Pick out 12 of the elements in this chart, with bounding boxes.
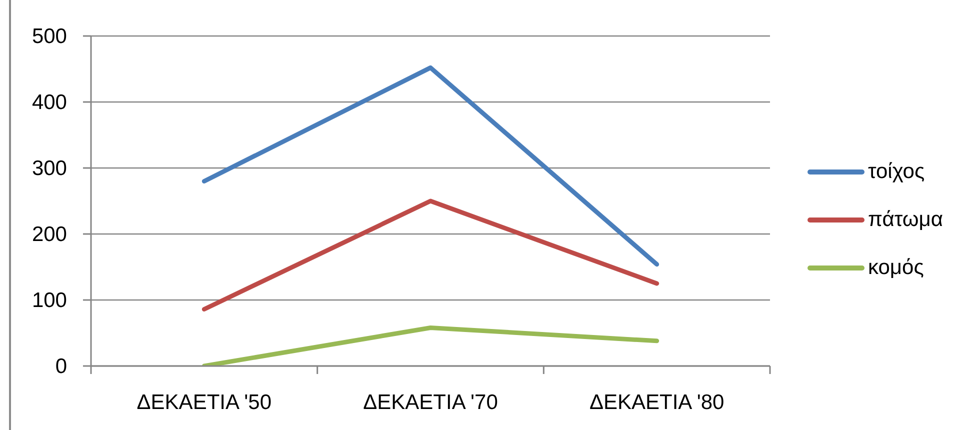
legend-label: κομός bbox=[868, 256, 924, 279]
y-tick-label: 500 bbox=[32, 24, 67, 48]
x-tick-label: ΔΕΚΑΕΤΙΑ '80 bbox=[589, 390, 724, 414]
y-tick-label: 200 bbox=[32, 222, 67, 246]
legend-label: πάτωμα bbox=[868, 208, 943, 231]
x-tick-label: ΔΕΚΑΕΤΙΑ '70 bbox=[363, 390, 498, 414]
x-tick-label: ΔΕΚΑΕΤΙΑ '50 bbox=[136, 390, 272, 414]
y-tick-label: 0 bbox=[55, 354, 67, 378]
y-tick-label: 400 bbox=[32, 90, 67, 114]
y-tick-label: 300 bbox=[32, 156, 67, 180]
y-tick-label: 100 bbox=[32, 288, 67, 312]
legend-label: τοίχος bbox=[868, 160, 925, 183]
